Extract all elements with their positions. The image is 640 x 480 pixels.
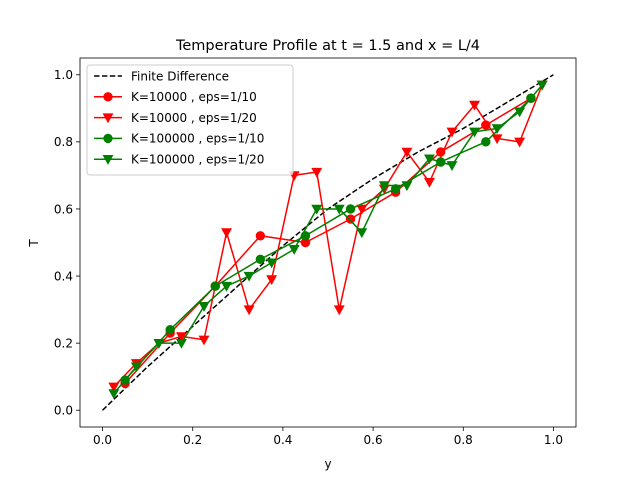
series-line-4: [113, 84, 543, 394]
data-point-2-11: [356, 204, 368, 215]
data-point-2-4: [198, 335, 210, 346]
y-tick-label: 0.2: [54, 336, 73, 350]
x-tick-label: 0.2: [183, 433, 202, 447]
data-point-2-3: [176, 332, 187, 343]
data-point-4-7: [266, 258, 278, 269]
data-point-4-12: [378, 181, 390, 192]
axes: 0.0 0.2 0.4 0.6 0.8 1.0 0.0 0.2 0.4 0.6 0.8 1.0: [54, 57, 577, 447]
data-point-4-3: [176, 338, 187, 349]
legend-label-3: K=100000 , eps=1/10: [131, 132, 264, 146]
series-line-1: [124, 97, 532, 384]
legend-marker-1: [103, 92, 113, 102]
x-tick-label: 1.0: [544, 433, 563, 447]
data-point-3-8: [481, 137, 491, 147]
data-point-2-17: [491, 134, 503, 145]
legend-label-4: K=100000 , eps=1/20: [131, 153, 264, 167]
data-point-2-13: [401, 147, 413, 158]
y-tick-label: 0.0: [54, 404, 73, 418]
data-point-4-2: [153, 338, 165, 349]
data-point-2-15: [446, 127, 458, 138]
data-point-4-18: [514, 107, 526, 118]
plot-area: [102, 74, 554, 411]
data-point-2-9: [311, 167, 323, 178]
data-point-4-15: [446, 161, 458, 171]
data-point-4-6: [243, 271, 255, 282]
data-point-4-5: [221, 281, 232, 292]
data-point-2-14: [424, 177, 435, 188]
axes-frame: [79, 57, 577, 428]
x-tick-label: 0.8: [454, 433, 473, 447]
data-point-2-7: [266, 275, 278, 286]
y-tick-label: 0.8: [54, 135, 73, 149]
y-tick-label: 0.4: [54, 269, 73, 283]
legend-marker-2: [102, 113, 114, 124]
x-axis-label: y: [324, 457, 331, 471]
series-line-3: [124, 97, 532, 381]
y-tick-label: 0.6: [54, 202, 73, 216]
data-point-4-1: [130, 362, 142, 373]
data-point-3-3: [255, 254, 266, 264]
data-point-2-0: [108, 382, 120, 393]
x-tick-label: 0.0: [93, 433, 112, 447]
y-tick-label: 1.0: [54, 68, 73, 82]
data-point-4-11: [356, 228, 368, 239]
legend-label-0: Finite Difference: [131, 69, 229, 83]
series-3: [120, 93, 536, 385]
legend-marker-3: [103, 133, 113, 144]
x-tick-label: 0.4: [273, 433, 292, 447]
data-point-4-8: [288, 245, 300, 255]
data-point-1-3: [255, 231, 266, 241]
data-point-4-19: [536, 80, 548, 91]
chart-title: Temperature Profile at t = 1.5 and x = L…: [175, 38, 480, 54]
legend-box: [86, 64, 294, 176]
data-point-2-18: [514, 137, 526, 148]
data-point-3-6: [390, 184, 401, 194]
data-point-1-5: [345, 214, 356, 224]
data-point-4-14: [424, 154, 435, 165]
data-point-3-1: [165, 325, 175, 335]
x-tick-label: 0.6: [364, 433, 383, 447]
data-point-2-6: [243, 305, 255, 316]
data-point-4-16: [469, 127, 480, 138]
data-point-4-13: [401, 181, 413, 192]
data-point-2-16: [469, 100, 480, 111]
data-point-3-2: [210, 281, 220, 291]
data-point-2-5: [221, 228, 232, 239]
data-point-4-10: [333, 204, 345, 215]
legend-label-1: K=10000 , eps=1/10: [131, 90, 257, 104]
series-4: [108, 80, 548, 400]
data-point-3-5: [345, 204, 356, 214]
legend-label-2: K=10000 , eps=1/20: [131, 111, 257, 125]
data-point-4-17: [491, 124, 503, 135]
data-point-2-10: [333, 305, 345, 316]
data-point-4-4: [198, 302, 210, 312]
data-point-4-0: [108, 389, 120, 400]
legend-marker-4: [102, 155, 114, 165]
legend: Finite Difference K=10000 , eps=1/10 K=100…: [86, 64, 294, 176]
y-axis-label: T: [27, 239, 41, 248]
data-point-4-9: [311, 204, 323, 215]
